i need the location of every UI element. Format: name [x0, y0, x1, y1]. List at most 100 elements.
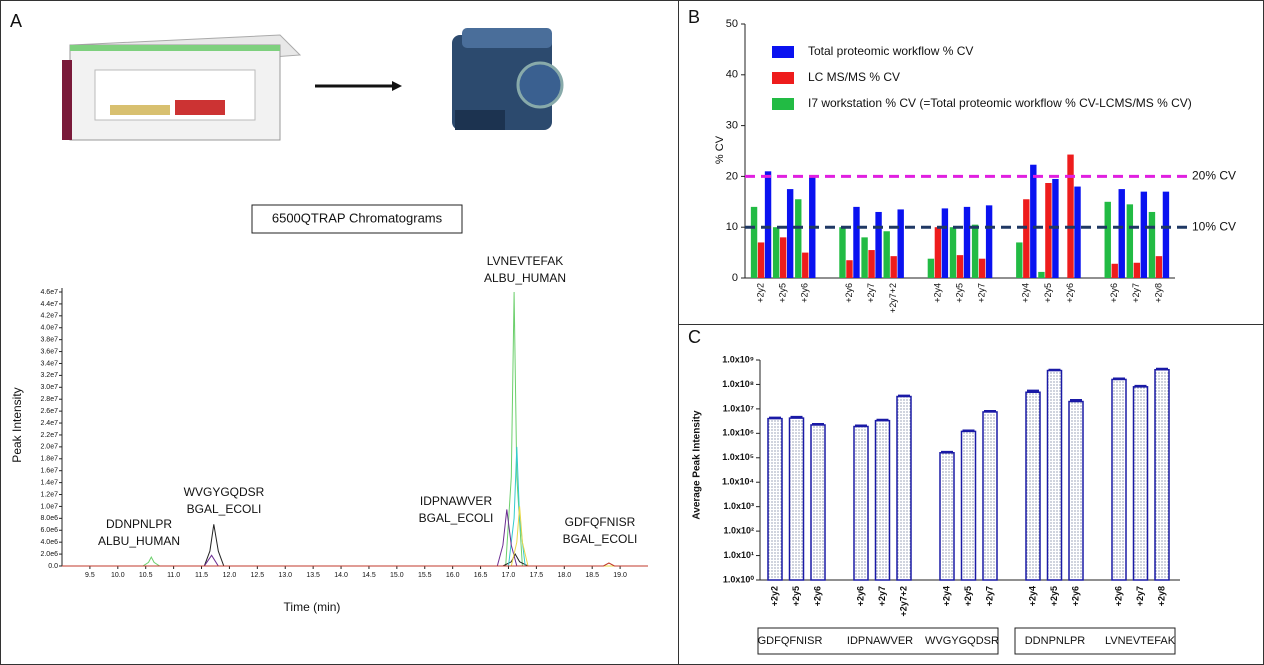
bar	[861, 237, 868, 278]
bar	[1154, 368, 1170, 581]
legend-swatch	[772, 98, 794, 110]
x-tick-label: +2y4	[1021, 283, 1031, 303]
x-tick-label: 15.0	[390, 572, 404, 579]
bar	[802, 252, 809, 278]
y-axis-label: Average Peak Intensity	[692, 410, 703, 520]
x-tick-label: 17.5	[530, 572, 544, 579]
y-tick-label: 1.0x10⁹	[722, 354, 754, 364]
group-box	[1014, 627, 1176, 655]
bar	[1045, 183, 1052, 278]
mass-spectrometer-illustration	[452, 28, 564, 130]
x-tick-label: +2y4	[941, 586, 951, 606]
bar	[1046, 369, 1063, 581]
caption-box	[251, 204, 463, 234]
y-tick-label: 20	[726, 170, 738, 182]
bar	[883, 231, 890, 278]
bar	[846, 260, 853, 278]
bar	[810, 424, 826, 581]
x-tick-label: +2y7+2	[898, 586, 908, 617]
bar	[1140, 191, 1148, 278]
group-label: LVNEVTEFAK	[1105, 635, 1176, 647]
x-tick-label: +2y5	[954, 283, 964, 303]
y-tick-label: 1.8e7	[40, 456, 58, 463]
x-tick-label: 9.5	[85, 572, 95, 579]
y-tick-label: 2.8e7	[40, 396, 58, 403]
bar	[767, 417, 783, 581]
y-tick-label: 3.2e7	[40, 372, 58, 379]
y-tick-label: 3.6e7	[40, 348, 58, 355]
bar	[939, 452, 955, 581]
peak-annotation: GDFQFNISR	[565, 515, 636, 529]
group-label: DDNPNLPR	[1025, 635, 1086, 647]
error-bar	[941, 450, 953, 453]
y-tick-label: 1.0x10⁷	[723, 403, 755, 413]
bar	[1111, 263, 1118, 278]
bar	[1030, 164, 1037, 278]
bar	[764, 171, 772, 278]
liquid-handler-illustration	[62, 34, 302, 141]
error-bar	[1027, 389, 1039, 393]
bar	[1148, 211, 1156, 278]
x-tick-label: 17.0	[502, 572, 516, 579]
bar	[788, 417, 805, 581]
bar	[934, 227, 942, 278]
x-tick-label: 11.5	[195, 572, 208, 579]
y-tick-label: 1.0x10⁸	[722, 379, 754, 389]
y-tick-label: 4.6e7	[40, 289, 58, 296]
bar	[1133, 262, 1141, 278]
bar	[1118, 189, 1125, 278]
y-tick-label: 1.0x10⁴	[722, 477, 754, 487]
x-tick-label: +2y8	[1153, 283, 1163, 303]
bar	[978, 258, 986, 278]
x-tick-label: 14.0	[334, 572, 348, 579]
chromatogram-trace	[62, 562, 648, 567]
peak-annotation: ALBU_HUMAN	[484, 271, 566, 285]
bar	[890, 256, 897, 278]
bar	[839, 227, 846, 278]
bar	[971, 224, 979, 278]
chart-title: 6500QTRAP Chromatograms	[272, 210, 443, 225]
bar	[1104, 201, 1111, 278]
peak-annotation: BGAL_ECOLI	[563, 532, 638, 546]
bar	[868, 250, 875, 278]
y-tick-label: 1.0x10⁰	[723, 574, 755, 584]
x-tick-label: +2y4	[1027, 586, 1037, 606]
error-bar	[1048, 368, 1061, 371]
x-tick-label: +2y7	[976, 283, 986, 303]
x-tick-label: +2y7	[1131, 283, 1141, 303]
x-tick-label: +2y6	[1065, 283, 1075, 303]
x-tick-label: 10.0	[111, 572, 125, 579]
bar	[1132, 386, 1149, 581]
y-tick-label: 4.0e6	[40, 539, 58, 546]
bar	[941, 208, 949, 278]
panel-label: B	[688, 7, 700, 27]
bar	[757, 242, 765, 278]
x-tick-label: +2y6	[1070, 586, 1080, 606]
y-tick-label: 4.4e7	[40, 301, 58, 308]
x-tick-label: 10.5	[139, 572, 153, 579]
bar	[956, 255, 964, 278]
bar	[949, 227, 957, 278]
bar	[1067, 154, 1074, 278]
y-tick-label: 1.0e7	[40, 503, 58, 510]
peak-annotation: DDNPNLPR	[106, 517, 172, 531]
group-box	[757, 627, 999, 655]
group-label: WVGYGQDSR	[925, 635, 999, 647]
error-bar	[962, 429, 975, 432]
legend-label: I7 workstation % CV (=Total proteomic wo…	[808, 96, 1192, 110]
error-bar	[812, 423, 824, 426]
y-tick-label: 6.0e6	[40, 527, 58, 534]
bar	[786, 189, 794, 278]
bar	[875, 211, 882, 278]
y-tick-label: 50	[726, 18, 738, 30]
error-bar	[1113, 377, 1125, 380]
x-tick-label: +2y5	[791, 586, 801, 606]
peak-annotation: WVGYGQDSR	[184, 485, 265, 499]
bar	[1016, 242, 1023, 278]
x-tick-label: 12.0	[223, 572, 237, 579]
y-tick-label: 2.0e7	[40, 444, 58, 451]
x-tick-label: +2y6	[800, 283, 810, 303]
legend-swatch	[772, 72, 794, 84]
legend-label: LC MS/MS % CV	[808, 70, 900, 84]
